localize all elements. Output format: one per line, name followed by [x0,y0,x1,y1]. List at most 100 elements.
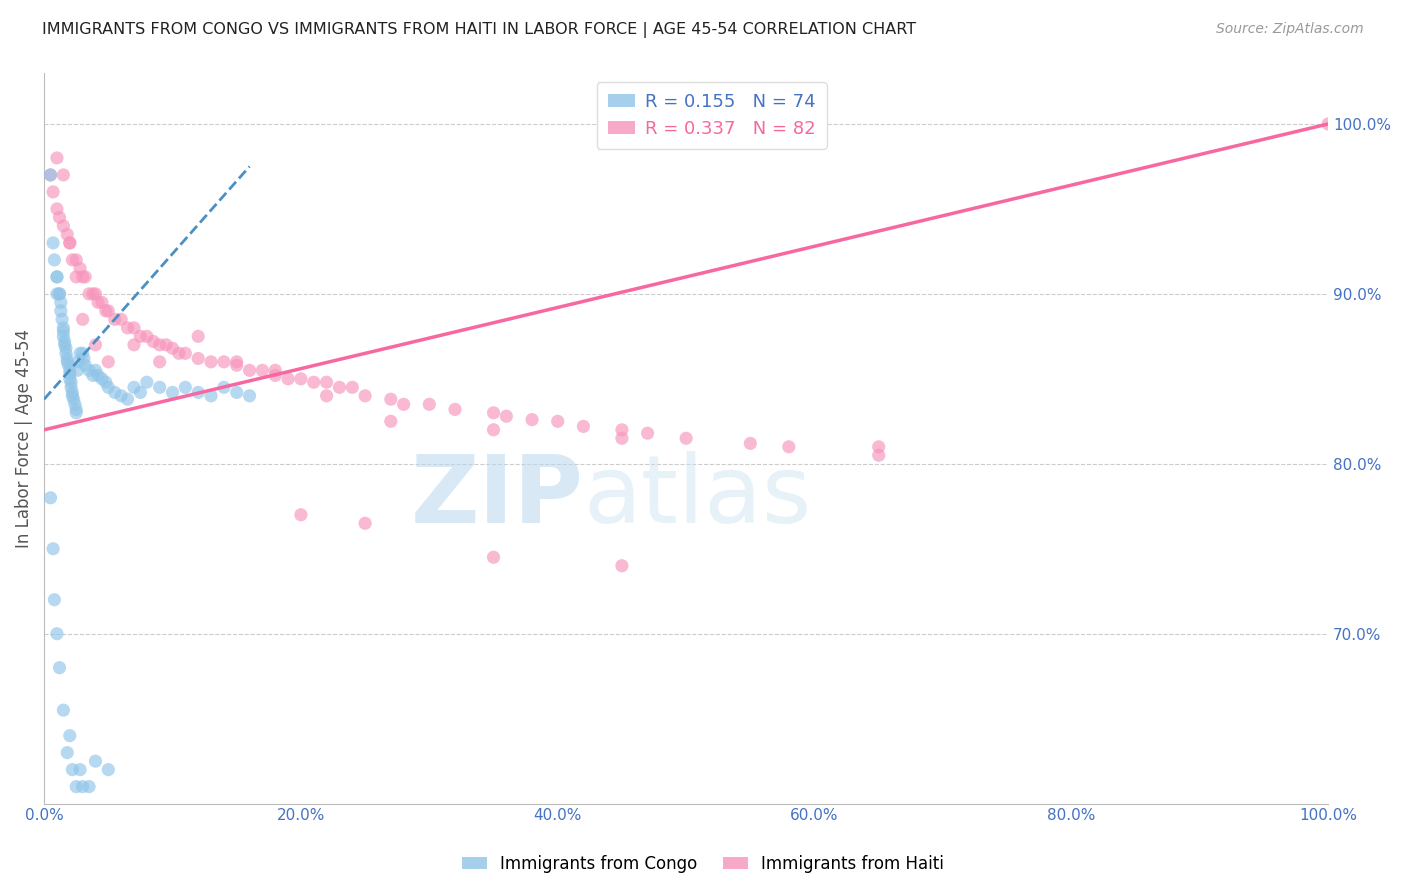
Point [117,392,139,407]
Point [482,406,505,420]
Point [610,431,633,445]
Point [46,286,69,301]
Point [49,304,72,318]
Point [110,312,132,326]
Point [342,380,364,394]
Point [59,372,82,386]
Point [315,376,337,390]
Point [149,355,172,369]
Point [59,367,82,381]
Point [572,419,595,434]
Point [212,380,235,394]
Point [167,346,190,360]
Point [610,423,633,437]
Point [520,412,543,426]
Point [67,355,90,369]
Point [162,341,184,355]
Point [72,780,94,794]
Point [637,426,659,441]
Legend: Immigrants from Congo, Immigrants from Haiti: Immigrants from Congo, Immigrants from H… [456,848,950,880]
Point [59,729,82,743]
Point [60,380,83,394]
Point [60,389,83,403]
Point [53,334,76,349]
Point [65,402,87,417]
Point [77,286,100,301]
Point [59,363,82,377]
Text: ZIP: ZIP [411,450,583,542]
Point [97,355,120,369]
Point [868,440,890,454]
Point [87,295,110,310]
Legend: R = 0.155   N = 74, R = 0.337   N = 82: R = 0.155 N = 74, R = 0.337 N = 82 [596,82,827,149]
Point [482,550,505,565]
Point [46,202,69,216]
Point [94,376,117,390]
Point [90,372,112,386]
Point [225,385,247,400]
Point [122,380,145,394]
Point [39,491,62,505]
Point [174,380,197,394]
Point [49,295,72,310]
Point [174,346,197,360]
Point [39,168,62,182]
Point [55,341,77,355]
Point [495,409,517,424]
Point [778,440,800,454]
Point [77,363,100,377]
Point [97,304,120,318]
Point [149,338,172,352]
Point [444,402,467,417]
Point [73,351,96,366]
Y-axis label: In Labor Force | Age 45-54: In Labor Force | Age 45-54 [15,329,32,548]
Point [46,269,69,284]
Point [62,392,84,407]
Point [110,389,132,403]
Point [238,363,260,377]
Point [87,368,110,383]
Point [60,763,83,777]
Point [56,746,79,760]
Point [65,406,87,420]
Point [392,397,415,411]
Point [97,763,120,777]
Point [72,346,94,360]
Point [225,358,247,372]
Point [162,385,184,400]
Point [63,397,86,411]
Point [97,380,120,394]
Point [42,235,65,250]
Point [75,269,97,284]
Text: IMMIGRANTS FROM CONGO VS IMMIGRANTS FROM HAITI IN LABOR FORCE | AGE 45-54 CORREL: IMMIGRANTS FROM CONGO VS IMMIGRANTS FROM… [42,22,917,38]
Point [155,338,177,352]
Point [56,227,79,242]
Point [354,389,377,403]
Point [187,329,209,343]
Point [418,397,440,411]
Point [200,389,222,403]
Point [53,338,76,352]
Point [46,151,69,165]
Point [52,321,75,335]
Point [44,252,66,267]
Point [82,368,104,383]
Point [868,448,890,462]
Point [135,329,157,343]
Point [84,338,107,352]
Text: atlas: atlas [583,450,811,542]
Point [135,376,157,390]
Point [104,385,127,400]
Point [56,355,79,369]
Point [52,324,75,338]
Point [69,346,91,360]
Point [60,252,83,267]
Point [84,286,107,301]
Point [72,269,94,284]
Point [290,372,312,386]
Point [264,368,287,383]
Point [65,269,87,284]
Point [129,329,152,343]
Point [69,261,91,276]
Point [225,355,247,369]
